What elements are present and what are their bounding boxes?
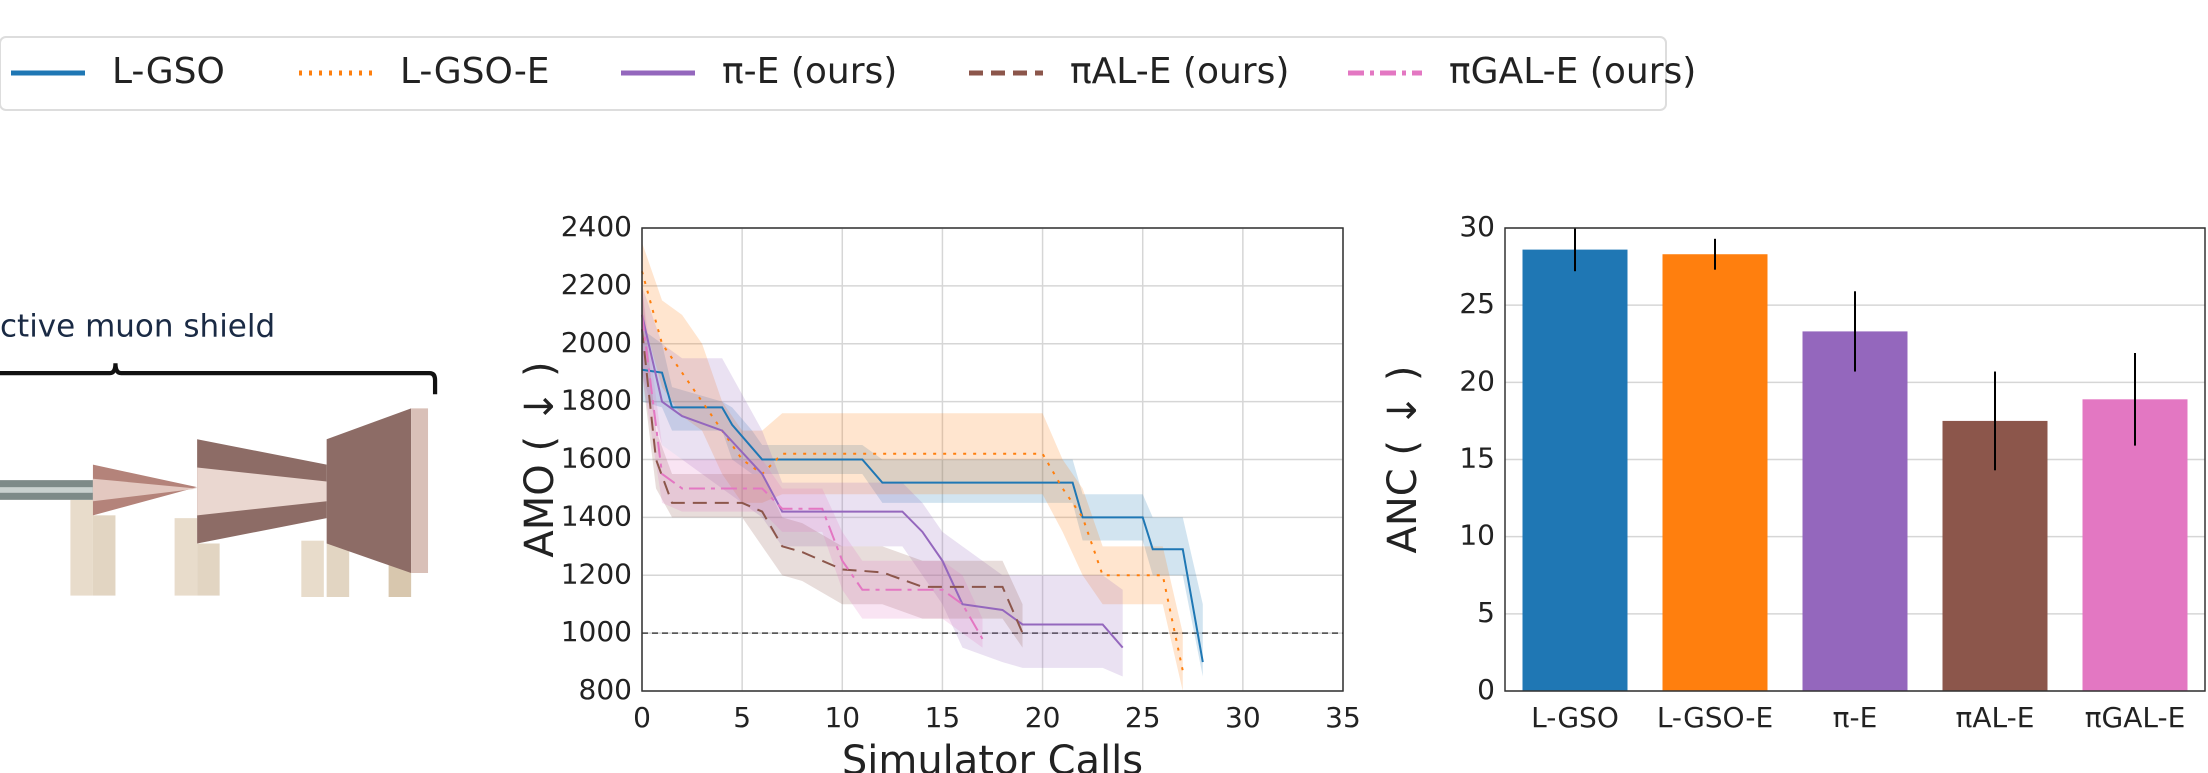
x-tick-label: πAL-E [1956, 701, 2035, 734]
x-tick-label: π-E [1833, 701, 1878, 734]
x-tick-label: 10 [824, 701, 860, 734]
x-tick-label: πGAL-E [2085, 701, 2186, 734]
y-tick-label: 2000 [561, 326, 632, 359]
legend-label: πGAL-E (ours) [1449, 51, 1696, 92]
y-tick-label: 10 [1459, 519, 1495, 552]
x-tick-label: 25 [1125, 701, 1161, 734]
illustration-label: ctive muon shield [0, 309, 275, 345]
legend-label: πAL-E (ours) [1070, 51, 1289, 92]
x-axis-label: Simulator Calls [842, 738, 1143, 773]
x-tick-label: 5 [733, 701, 751, 734]
legend-label: π-E (ours) [722, 51, 897, 92]
y-tick-label: 30 [1459, 210, 1495, 243]
y-tick-label: 1200 [561, 557, 632, 590]
y-tick-label: 5 [1477, 596, 1495, 629]
x-tick-label: 0 [633, 701, 651, 734]
y-axis-label: ANC ( ↓ ) [1380, 365, 1426, 553]
y-tick-label: 20 [1459, 364, 1495, 397]
y-tick-label: 15 [1459, 442, 1495, 475]
x-tick-label: L-GSO [1531, 701, 1619, 734]
x-tick-label: 15 [925, 701, 961, 734]
y-tick-label: 1600 [561, 442, 632, 475]
legend-label: L-GSO-E [400, 51, 550, 92]
y-tick-label: 0 [1477, 673, 1495, 706]
muon-shield-illustration [0, 363, 435, 597]
x-tick-label: 35 [1325, 701, 1361, 734]
y-axis-label: AMO ( ↓ ) [517, 361, 563, 557]
bar [1803, 331, 1908, 691]
y-tick-label: 1400 [561, 499, 632, 532]
y-tick-label: 1800 [561, 384, 632, 417]
y-tick-label: 2400 [561, 210, 632, 243]
x-tick-label: 20 [1025, 701, 1061, 734]
bar [1663, 254, 1768, 691]
x-tick-label: 30 [1225, 701, 1261, 734]
bar [1523, 250, 1628, 691]
y-tick-label: 800 [579, 673, 632, 706]
y-tick-label: 1000 [561, 615, 632, 648]
y-tick-label: 25 [1459, 287, 1495, 320]
figure: ctive muon shield 8001000120014001600180… [0, 0, 2208, 773]
legend-label: L-GSO [112, 51, 225, 92]
y-tick-label: 2200 [561, 268, 632, 301]
x-tick-label: L-GSO-E [1657, 701, 1773, 734]
